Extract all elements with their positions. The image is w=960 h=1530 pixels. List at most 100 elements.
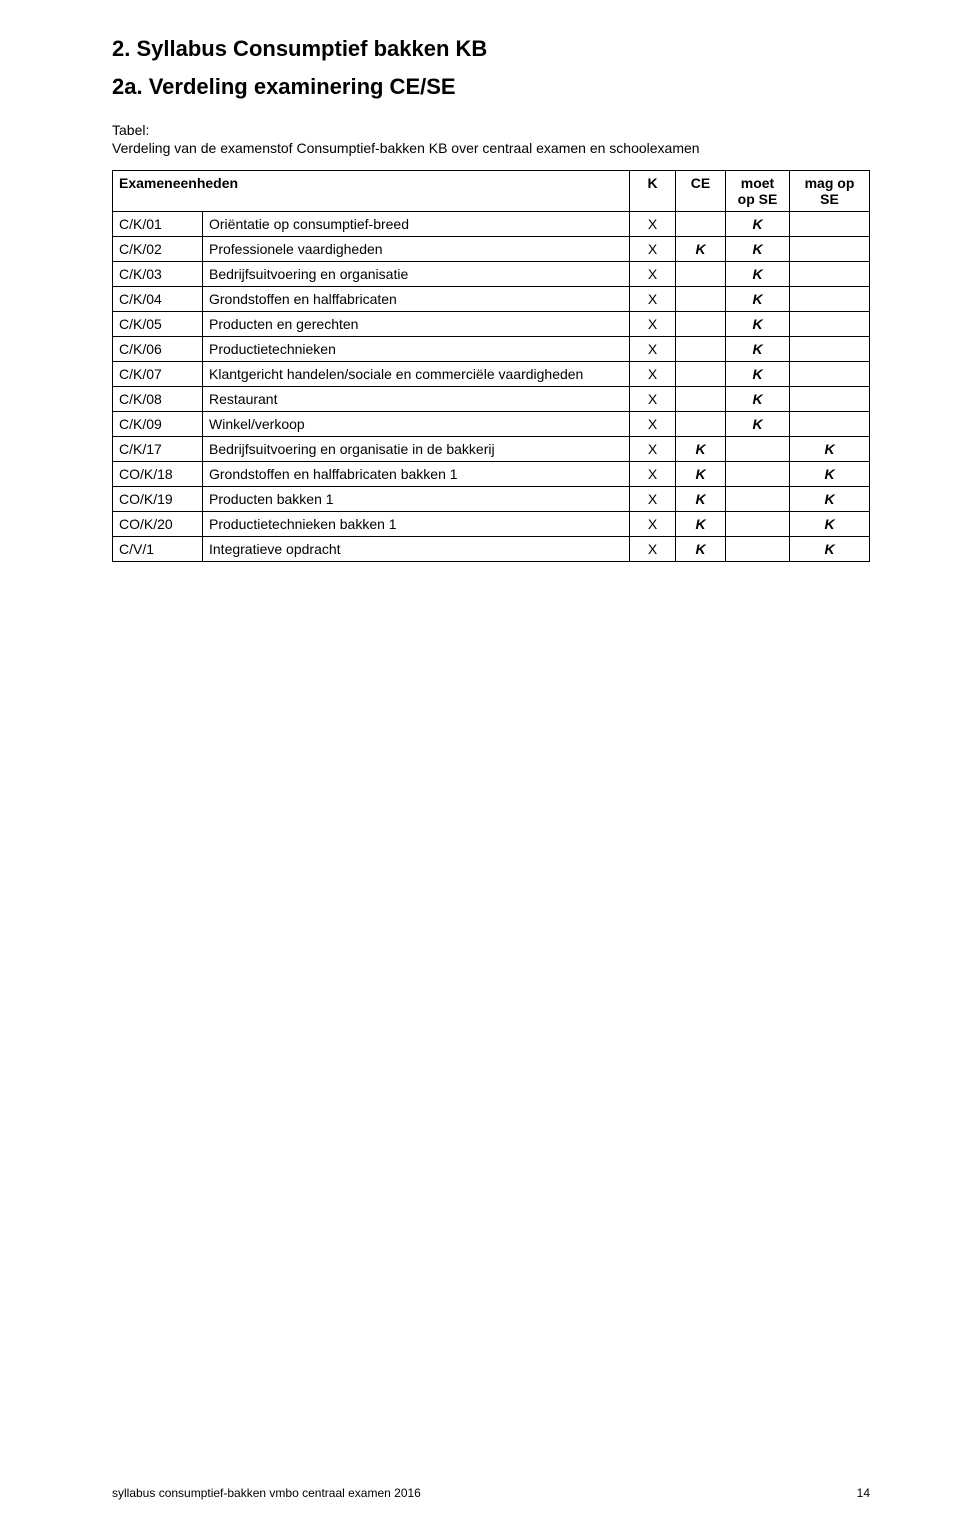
cell-ce <box>676 262 726 287</box>
table-caption-line2: Verdeling van de examenstof Consumptief-… <box>112 140 870 156</box>
cell-code: C/K/02 <box>113 237 203 262</box>
cell-k: X <box>630 312 676 337</box>
cell-moet: K <box>726 262 790 287</box>
table-row: C/K/07Klantgericht handelen/sociale en c… <box>113 362 870 387</box>
cell-k: X <box>630 412 676 437</box>
cell-moet: K <box>726 337 790 362</box>
cell-mag <box>790 212 870 237</box>
cell-code: C/K/17 <box>113 437 203 462</box>
cell-desc: Klantgericht handelen/sociale en commerc… <box>203 362 630 387</box>
cell-mag <box>790 362 870 387</box>
cell-desc: Restaurant <box>203 387 630 412</box>
footer-page-number: 14 <box>857 1486 870 1500</box>
cell-k: X <box>630 212 676 237</box>
cell-k: X <box>630 262 676 287</box>
cell-moet: K <box>726 387 790 412</box>
cell-ce <box>676 287 726 312</box>
cell-code: C/V/1 <box>113 537 203 562</box>
cell-k: X <box>630 512 676 537</box>
col-header-units: Exameneenheden <box>113 171 630 212</box>
cell-mag <box>790 412 870 437</box>
cell-ce <box>676 212 726 237</box>
table-row: C/K/08RestaurantXK <box>113 387 870 412</box>
cell-ce: K <box>676 487 726 512</box>
col-header-mag: mag op SE <box>790 171 870 212</box>
table-row: C/V/1Integratieve opdrachtXKK <box>113 537 870 562</box>
cell-moet: K <box>726 412 790 437</box>
cell-mag <box>790 287 870 312</box>
cell-code: C/K/09 <box>113 412 203 437</box>
cell-moet <box>726 462 790 487</box>
cell-desc: Producten en gerechten <box>203 312 630 337</box>
cell-mag: K <box>790 487 870 512</box>
cell-mag: K <box>790 512 870 537</box>
table-row: C/K/02Professionele vaardighedenXKK <box>113 237 870 262</box>
cell-code: C/K/07 <box>113 362 203 387</box>
cell-desc: Producten bakken 1 <box>203 487 630 512</box>
cell-k: X <box>630 487 676 512</box>
cell-code: C/K/05 <box>113 312 203 337</box>
table-row: C/K/17Bedrijfsuitvoering en organisatie … <box>113 437 870 462</box>
cell-desc: Grondstoffen en halffabricaten <box>203 287 630 312</box>
cell-desc: Productietechnieken bakken 1 <box>203 512 630 537</box>
cell-desc: Professionele vaardigheden <box>203 237 630 262</box>
table-body: C/K/01Oriëntatie op consumptief-breedXKC… <box>113 212 870 562</box>
cell-moet <box>726 437 790 462</box>
cell-k: X <box>630 237 676 262</box>
cell-moet: K <box>726 362 790 387</box>
cell-k: X <box>630 387 676 412</box>
cell-ce: K <box>676 537 726 562</box>
cell-ce <box>676 312 726 337</box>
cell-desc: Productietechnieken <box>203 337 630 362</box>
exam-table: Exameneenheden K CE moet op SE mag op SE… <box>112 170 870 562</box>
cell-k: X <box>630 462 676 487</box>
cell-code: CO/K/18 <box>113 462 203 487</box>
heading-1: 2. Syllabus Consumptief bakken KB <box>112 36 870 62</box>
table-row: C/K/06ProductietechniekenX K <box>113 337 870 362</box>
page-footer: syllabus consumptief-bakken vmbo centraa… <box>112 1486 870 1500</box>
col-header-ce: CE <box>676 171 726 212</box>
cell-desc: Integratieve opdracht <box>203 537 630 562</box>
cell-k: X <box>630 437 676 462</box>
table-row: CO/K/18Grondstoffen en halffabricaten ba… <box>113 462 870 487</box>
cell-code: C/K/01 <box>113 212 203 237</box>
cell-desc: Oriëntatie op consumptief-breed <box>203 212 630 237</box>
cell-moet <box>726 537 790 562</box>
cell-ce: K <box>676 512 726 537</box>
cell-moet <box>726 487 790 512</box>
cell-mag: K <box>790 462 870 487</box>
table-header-row: Exameneenheden K CE moet op SE mag op SE <box>113 171 870 212</box>
cell-code: C/K/03 <box>113 262 203 287</box>
footer-left: syllabus consumptief-bakken vmbo centraa… <box>112 1486 421 1500</box>
cell-ce: K <box>676 462 726 487</box>
col-header-moet: moet op SE <box>726 171 790 212</box>
cell-mag: K <box>790 537 870 562</box>
cell-mag <box>790 262 870 287</box>
cell-desc: Grondstoffen en halffabricaten bakken 1 <box>203 462 630 487</box>
table-row: C/K/05Producten en gerechtenX K <box>113 312 870 337</box>
cell-code: C/K/06 <box>113 337 203 362</box>
heading-2: 2a. Verdeling examinering CE/SE <box>112 74 870 100</box>
page: 2. Syllabus Consumptief bakken KB 2a. Ve… <box>0 0 960 1530</box>
cell-ce: K <box>676 237 726 262</box>
cell-moet: K <box>726 237 790 262</box>
cell-ce <box>676 337 726 362</box>
cell-k: X <box>630 362 676 387</box>
cell-mag <box>790 237 870 262</box>
cell-moet: K <box>726 212 790 237</box>
cell-k: X <box>630 337 676 362</box>
cell-desc: Bedrijfsuitvoering en organisatie in de … <box>203 437 630 462</box>
cell-ce <box>676 362 726 387</box>
cell-moet: K <box>726 312 790 337</box>
cell-desc: Bedrijfsuitvoering en organisatie <box>203 262 630 287</box>
table-row: CO/K/19Producten bakken 1XKK <box>113 487 870 512</box>
cell-moet: K <box>726 287 790 312</box>
cell-k: X <box>630 287 676 312</box>
cell-mag <box>790 387 870 412</box>
cell-code: CO/K/19 <box>113 487 203 512</box>
table-caption-line1: Tabel: <box>112 122 870 138</box>
cell-code: C/K/04 <box>113 287 203 312</box>
cell-desc: Winkel/verkoop <box>203 412 630 437</box>
table-row: CO/K/20Productietechnieken bakken 1XKK <box>113 512 870 537</box>
cell-code: CO/K/20 <box>113 512 203 537</box>
